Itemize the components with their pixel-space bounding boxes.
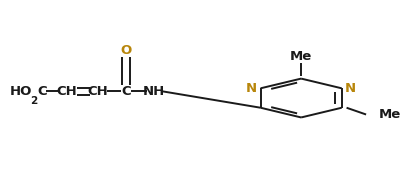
Text: N: N [246,82,257,95]
Text: Me: Me [290,50,312,63]
Text: 2: 2 [30,96,37,106]
Text: C: C [38,85,48,98]
Text: O: O [120,44,132,57]
Text: NH: NH [143,85,165,98]
Text: HO: HO [10,85,32,98]
Text: C: C [121,85,131,98]
Text: N: N [345,82,356,95]
Text: CH: CH [87,85,108,98]
Text: Me: Me [378,108,400,121]
Text: CH: CH [57,85,77,98]
